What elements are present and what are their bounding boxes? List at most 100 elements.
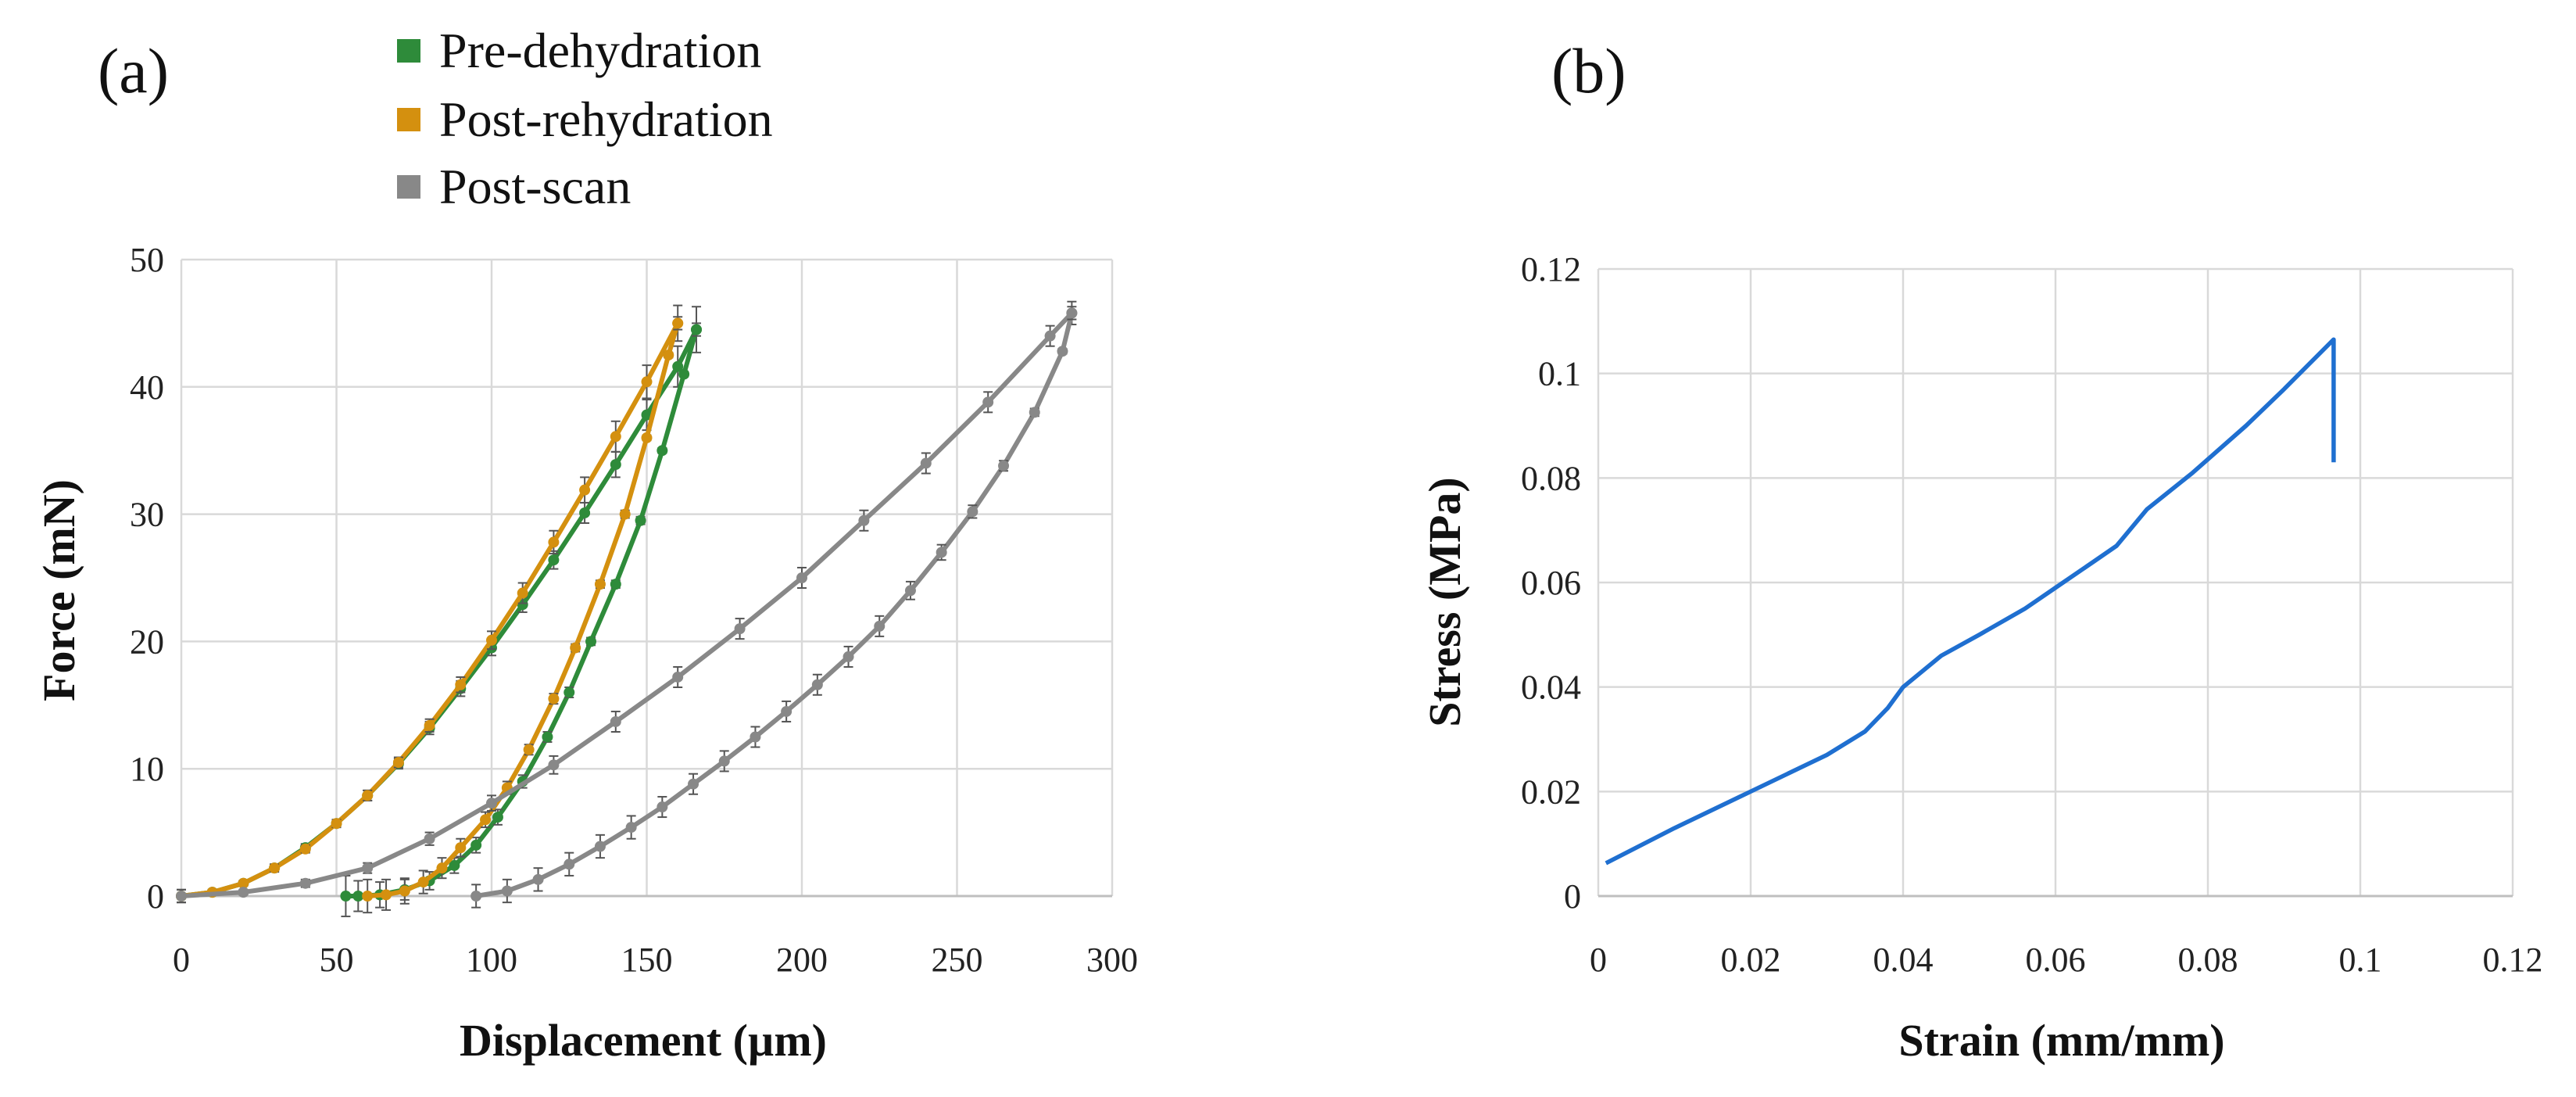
chart-b-y-tick-label: 0.08 xyxy=(1521,459,1581,497)
data-point-post-rehydration xyxy=(417,877,429,888)
chart-a-x-tick-label: 100 xyxy=(466,941,517,979)
chart-b-y-axis-title: Stress (MPa) xyxy=(1419,477,1470,726)
data-point-pre-dehydration xyxy=(585,636,597,647)
data-point-post-scan xyxy=(982,396,994,408)
data-point-pre-dehydration xyxy=(657,445,668,457)
data-point-post-rehydration xyxy=(455,842,467,854)
chart-a-x-tick-label: 150 xyxy=(621,941,673,979)
chart-b-y-tick-label: 0.1 xyxy=(1538,355,1581,393)
data-point-pre-dehydration xyxy=(564,687,575,698)
data-point-post-scan xyxy=(1066,307,1078,319)
chart-a-x-tick-label: 300 xyxy=(1086,941,1138,979)
series-post-scan xyxy=(176,300,1078,909)
series-line-post-scan-unloading xyxy=(475,312,1075,898)
data-point-post-scan xyxy=(548,759,560,771)
series-line-pre-dehydration-loading xyxy=(181,328,699,898)
chart-b-x-tick-label: 0.04 xyxy=(1873,941,1934,979)
data-point-post-rehydration xyxy=(619,508,631,520)
data-point-pre-dehydration xyxy=(579,507,591,518)
legend-item-pre-dehydration: Pre-dehydration xyxy=(397,23,761,78)
data-point-post-scan xyxy=(811,679,823,690)
data-point-post-rehydration xyxy=(455,679,467,690)
chart-a-x-tick-label: 250 xyxy=(932,941,983,979)
data-point-post-rehydration xyxy=(663,350,674,361)
stress-strain-line xyxy=(1605,337,2336,866)
chart-a-y-tick-label: 30 xyxy=(130,496,164,534)
series-post-rehydration xyxy=(176,304,684,914)
chart-a-x-axis-title: Displacement (µm) xyxy=(460,1015,827,1066)
data-point-post-scan xyxy=(858,514,870,526)
data-point-post-rehydration xyxy=(523,744,535,755)
data-point-pre-dehydration xyxy=(340,891,352,902)
data-point-post-scan xyxy=(936,547,947,558)
chart-b-x-tick-label: 0.02 xyxy=(1721,941,1781,979)
data-point-post-scan xyxy=(781,705,792,717)
data-point-post-scan xyxy=(967,506,979,518)
data-point-post-scan xyxy=(843,651,854,662)
data-point-pre-dehydration xyxy=(678,368,690,380)
data-point-post-rehydration xyxy=(672,317,684,329)
data-point-post-rehydration xyxy=(480,814,492,826)
force-displacement-chart: 0 50 100 150 200 250 300 0 10 20 30 40 50 xyxy=(130,241,1138,979)
chart-b-y-tick-label: 0.06 xyxy=(1521,564,1581,602)
data-point-post-scan xyxy=(610,715,621,727)
data-point-post-rehydration xyxy=(392,757,404,769)
series-pre-dehydration xyxy=(176,306,703,918)
chart-a-y-tick-label: 40 xyxy=(130,368,164,407)
data-point-post-rehydration xyxy=(238,877,249,889)
data-point-post-scan xyxy=(625,822,637,834)
data-point-pre-dehydration xyxy=(691,324,703,335)
data-point-post-rehydration xyxy=(548,693,560,704)
data-point-post-scan xyxy=(470,891,482,902)
data-point-pre-dehydration xyxy=(635,514,646,526)
data-point-post-rehydration xyxy=(610,431,621,443)
data-point-post-rehydration xyxy=(399,885,410,897)
data-point-post-scan xyxy=(796,572,807,583)
data-point-pre-dehydration xyxy=(610,579,621,590)
data-point-pre-dehydration xyxy=(517,599,528,611)
data-point-post-rehydration xyxy=(362,790,374,801)
data-point-post-scan xyxy=(672,671,684,683)
data-point-pre-dehydration xyxy=(610,459,621,471)
data-point-post-scan xyxy=(1029,407,1040,418)
data-point-post-scan xyxy=(176,891,187,902)
data-point-post-scan xyxy=(1057,346,1068,357)
data-point-post-scan xyxy=(238,887,249,898)
data-point-post-scan xyxy=(1044,330,1056,342)
chart-b-y-tick-label: 0.04 xyxy=(1521,669,1581,707)
chart-a-y-tick-label: 0 xyxy=(147,877,164,916)
data-point-post-scan xyxy=(718,755,730,767)
chart-a-y-tick-label: 50 xyxy=(130,241,164,279)
data-point-post-rehydration xyxy=(269,862,281,874)
data-point-post-rehydration xyxy=(486,634,497,646)
data-point-post-scan xyxy=(904,585,916,597)
data-point-post-rehydration xyxy=(381,889,392,901)
data-point-post-rehydration xyxy=(362,891,374,902)
legend-label-post-scan: Post-scan xyxy=(439,159,631,214)
series-line-post-scan-loading xyxy=(181,311,1074,898)
data-point-post-scan xyxy=(564,859,575,870)
chart-b-y-tick-label: 0.12 xyxy=(1521,250,1581,289)
data-point-post-rehydration xyxy=(641,432,653,443)
data-point-post-scan xyxy=(362,862,374,874)
chart-b-y-tick-label: 0 xyxy=(1564,877,1581,916)
legend-swatch-post-rehydration xyxy=(397,108,420,131)
data-point-post-rehydration xyxy=(331,818,342,830)
legend-swatch-pre-dehydration xyxy=(397,39,420,63)
data-point-post-scan xyxy=(486,798,497,809)
data-point-post-rehydration xyxy=(299,843,311,855)
data-point-pre-dehydration xyxy=(352,891,364,902)
data-point-post-scan xyxy=(750,731,761,743)
legend-label-pre-dehydration: Pre-dehydration xyxy=(439,23,761,78)
legend-swatch-post-scan xyxy=(397,175,420,199)
chart-a-y-tick-label: 20 xyxy=(130,622,164,661)
data-point-post-rehydration xyxy=(424,719,435,731)
chart-b-x-axis-title: Strain (mm/mm) xyxy=(1898,1015,2224,1066)
panel-a-label: (a) xyxy=(98,35,169,106)
data-point-post-scan xyxy=(874,620,886,632)
data-point-post-scan xyxy=(501,885,513,897)
data-point-post-rehydration xyxy=(594,579,606,590)
data-point-post-scan xyxy=(424,833,435,844)
data-point-post-rehydration xyxy=(517,587,528,599)
